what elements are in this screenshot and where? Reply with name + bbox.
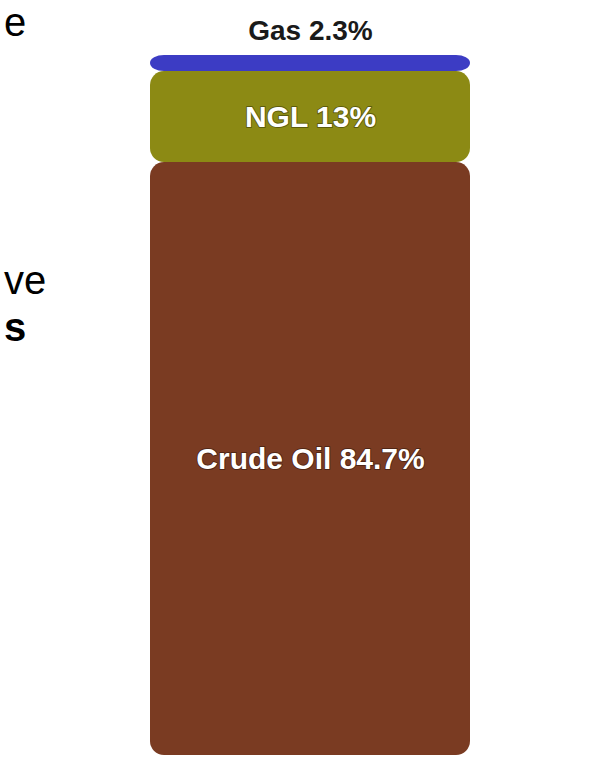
html-text:e: e [4,0,27,44]
svg-text:Crude Oil 84.7%: Crude Oil 84.7% [196,442,424,475]
svg-text:Gas 2.3%: Gas 2.3% [248,15,373,46]
html-text:s: s [4,305,27,349]
svg-text:NGL 13%: NGL 13% [245,100,376,133]
html-text:ve: ve [4,258,47,302]
